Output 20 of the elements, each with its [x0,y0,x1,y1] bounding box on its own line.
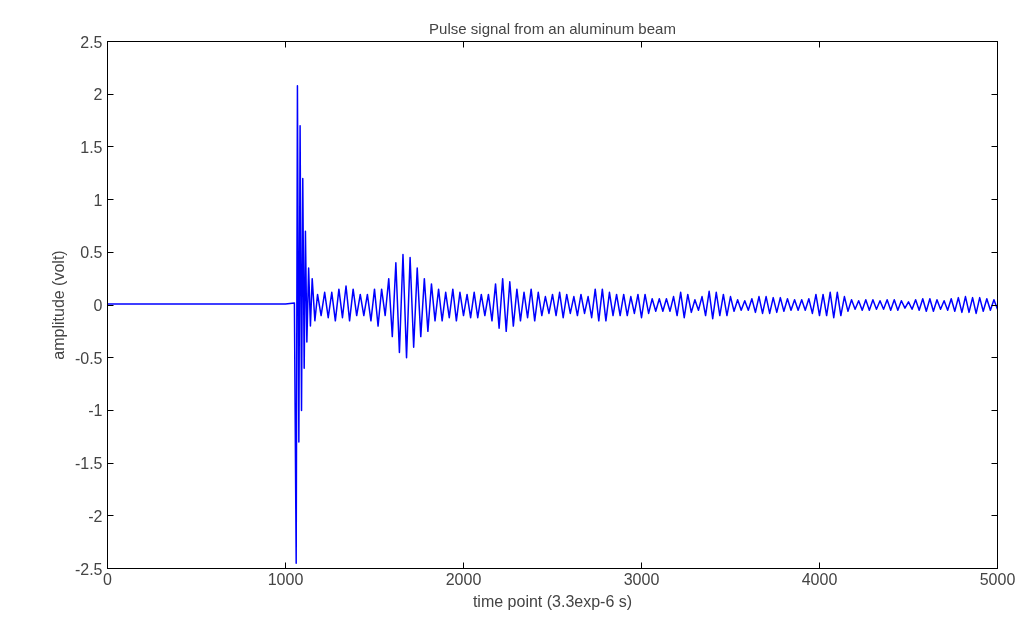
y-tick-label: 2 [93,86,103,104]
line-series [107,85,998,564]
y-tick-label: 1 [93,191,103,209]
y-tick-label: -1.5 [74,455,103,473]
y-tick-label: 2.5 [80,33,103,51]
x-tick-label: 3000 [623,570,660,588]
chart-title: Pulse signal from an aluminum beam [429,19,676,37]
y-axis-title: amplitude (volt) [49,250,67,360]
x-axis-title: time point (3.3exp-6 s) [472,592,633,610]
y-tick-label: -2.5 [74,560,103,578]
y-tick-label: 0.5 [80,244,103,262]
y-tick-label: 1.5 [80,138,103,156]
y-tick-label: -2 [88,507,103,525]
x-tick-label: 2000 [445,570,482,588]
y-tick-label: 0 [93,297,103,314]
x-tick-label: 1000 [267,570,304,588]
y-tick-label: -1 [88,402,103,420]
x-tick-label: 5000 [979,570,1016,588]
x-tick-label: 4000 [801,570,838,588]
y-tick-label: -0.5 [74,349,103,367]
